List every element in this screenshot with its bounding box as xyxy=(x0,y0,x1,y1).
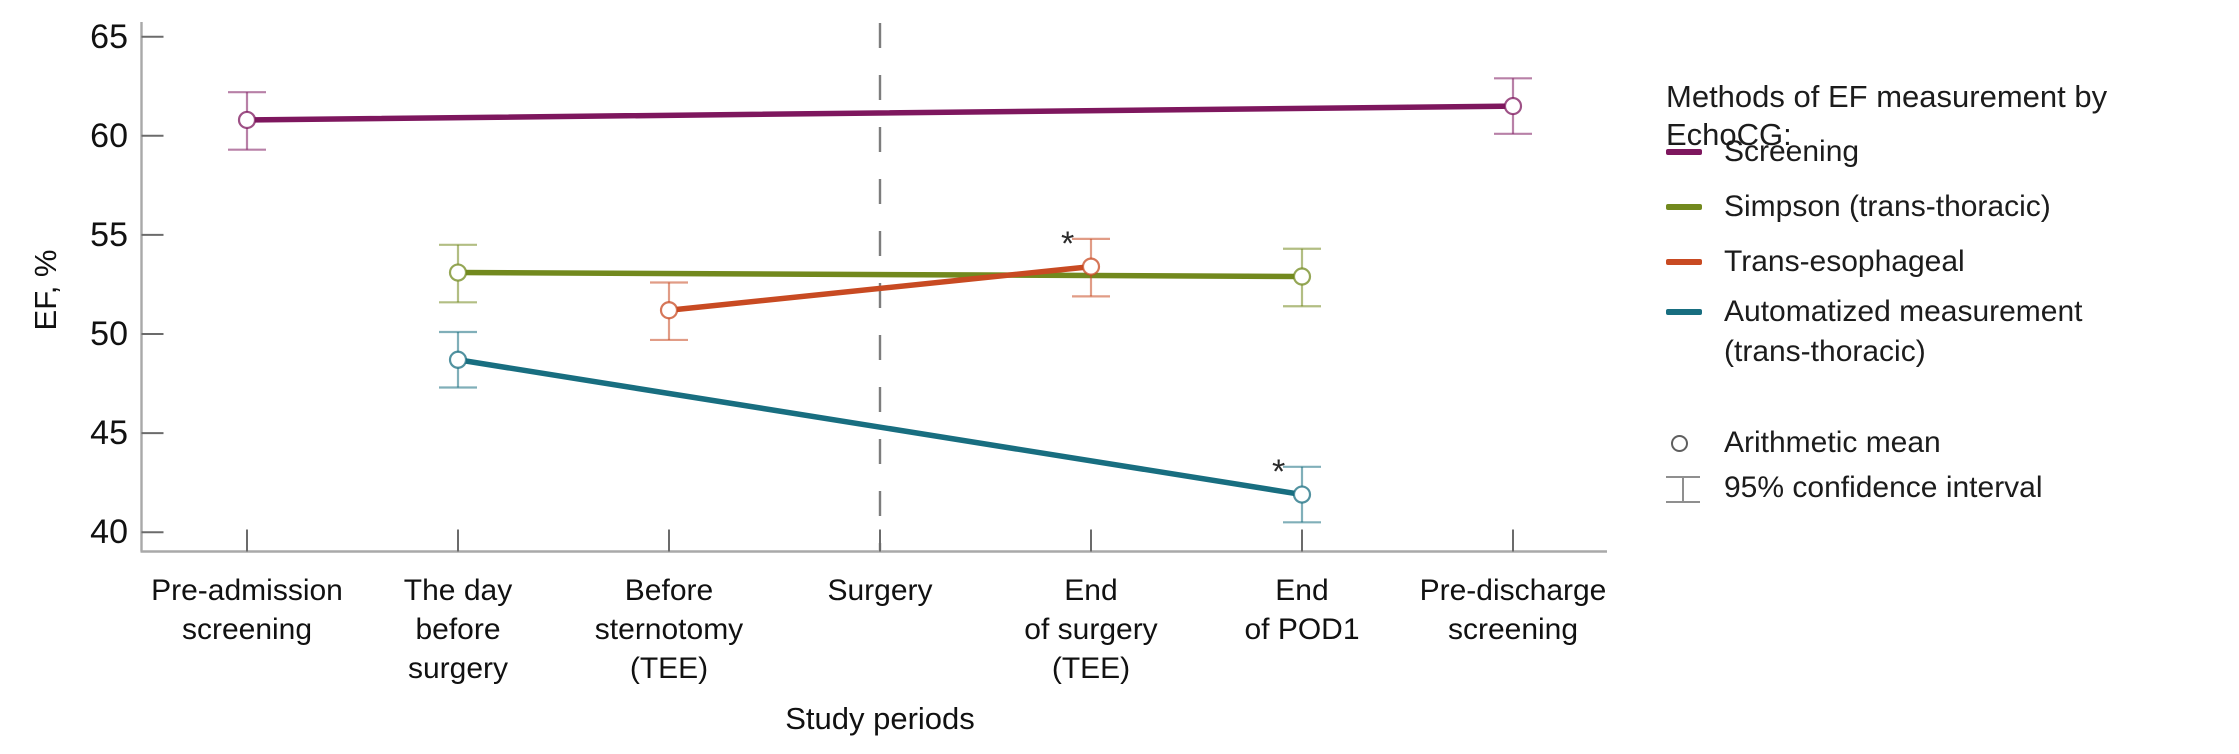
x-axis-title: Study periods xyxy=(785,701,975,736)
legend-marker-label: Arithmetic mean xyxy=(1724,426,1941,459)
x-category-label: Before sternotomy (TEE) xyxy=(594,574,744,685)
mean-marker xyxy=(448,263,468,282)
legend-marker-item: Arithmetic mean xyxy=(1664,423,2239,463)
mean-marker xyxy=(1292,485,1312,504)
legend-item-label: Screening xyxy=(1724,135,1860,168)
legend-item-label: Automatized measurement (trans-thoracic) xyxy=(1724,295,2083,368)
legend-item: Simpson (trans-thoracic) xyxy=(1664,187,2239,227)
legend-marker-item: 95% confidence interval xyxy=(1664,468,2239,508)
y-tick-label: 65 xyxy=(90,17,128,56)
significance-asterisk: * xyxy=(1272,453,1285,491)
series-line-trans-esophageal xyxy=(666,263,1094,313)
legend: Methods of EF measurement by EchoCG: Scr… xyxy=(1664,78,2239,518)
y-tick-label: 55 xyxy=(90,215,128,254)
x-category-label: Surgery xyxy=(827,574,933,607)
legend-swatch-icon xyxy=(1666,259,1702,265)
x-category-label: End of POD1 xyxy=(1244,574,1360,646)
mean-marker xyxy=(1292,267,1312,286)
significance-asterisk: * xyxy=(1061,225,1074,263)
y-tick-label: 60 xyxy=(90,116,128,155)
y-tick-label: 45 xyxy=(90,414,128,453)
legend-swatch-icon xyxy=(1666,149,1702,155)
mean-marker xyxy=(1503,96,1523,116)
x-category-label: Pre-admission screening xyxy=(151,574,343,646)
legend-item: Screening xyxy=(1664,132,2239,172)
legend-swatch-icon xyxy=(1666,204,1702,210)
y-axis-title: EF, % xyxy=(28,249,63,331)
legend-swatch-icon xyxy=(1666,309,1702,315)
mean-marker xyxy=(659,301,679,320)
error-bar-icon xyxy=(1666,476,1700,503)
legend-item: Automatized measurement (trans-thoracic) xyxy=(1664,292,2239,372)
legend-marker-label: 95% confidence interval xyxy=(1724,471,2043,504)
series-line-screening xyxy=(244,103,1516,123)
x-category-label: The day before surgery xyxy=(403,574,513,685)
series-line-simpson-trans-thoracic xyxy=(455,269,1305,280)
y-tick-label: 50 xyxy=(90,315,128,353)
x-category-label: End of surgery (TEE) xyxy=(1024,574,1158,685)
legend-title: Methods of EF measurement by EchoCG: xyxy=(1666,79,2108,152)
mean-marker xyxy=(237,110,257,130)
legend-item: Trans-esophageal xyxy=(1664,242,2239,282)
legend-item-label: Simpson (trans-thoracic) xyxy=(1724,190,2051,223)
series-line-automatized-measurement-trans-thoracic xyxy=(455,357,1305,498)
mean-marker xyxy=(1081,257,1101,276)
x-category-label: Pre-discharge screening xyxy=(1419,574,1607,646)
y-tick-label: 40 xyxy=(90,513,128,552)
legend-item-label: Trans-esophageal xyxy=(1724,245,1965,278)
mean-circle-icon xyxy=(1671,435,1688,452)
mean-marker xyxy=(448,350,468,369)
